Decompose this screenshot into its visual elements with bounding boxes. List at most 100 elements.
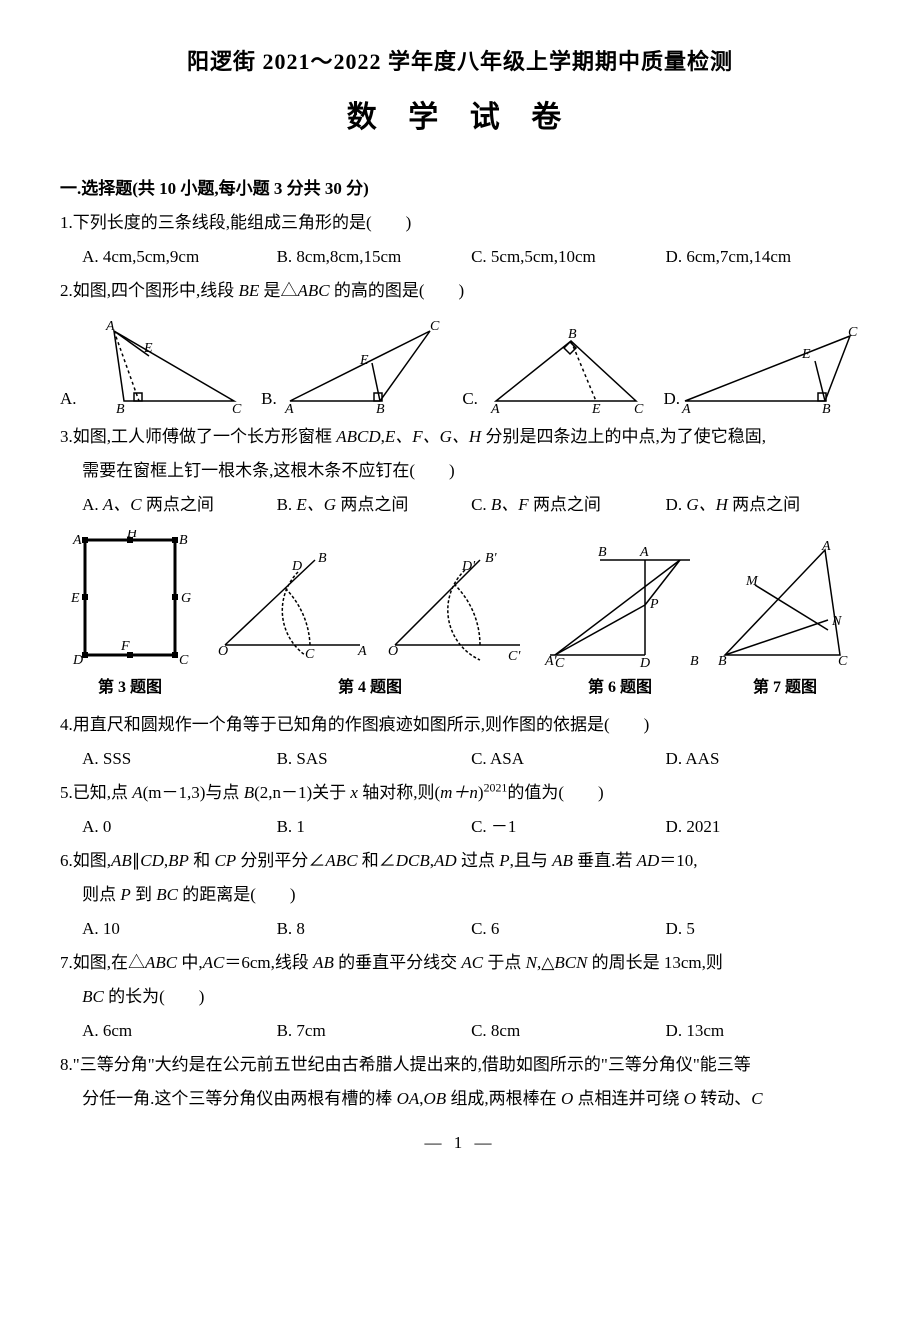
q5-exprB: (2,n－1) [254, 783, 312, 802]
question-6-text: 6.如图,AB∥CD,BP 和 CP 分别平分∠ABC 和∠DCB,AD 过点 … [60, 844, 860, 878]
fig6-caption: 第 6 题图 [540, 672, 700, 704]
exam-header-line1: 阳逻街 2021～2022 学年度八年级上学期期中质量检测 [60, 40, 860, 84]
q2-fig-b-icon: A B C E [280, 316, 450, 416]
q8-o: O [561, 1089, 573, 1108]
svg-text:C: C [179, 653, 189, 668]
q7-p4: 的垂直平分线交 [334, 953, 462, 972]
q5-m2: 关于 [312, 783, 350, 802]
svg-text:E: E [801, 347, 811, 362]
svg-text:D': D' [461, 559, 476, 574]
question-5: 5.已知,点 A(m－1,3)与点 B(2,n－1)关于 x 轴对称,则(m＋n… [60, 776, 860, 844]
q6-ad2: AD [637, 851, 660, 870]
q6-l2s: 的距离是( ) [178, 885, 296, 904]
q3-choice-d: D. G、H 两点之间 [666, 488, 860, 522]
svg-text:A: A [681, 402, 691, 416]
fig3-icon: A H B E G D F C [65, 530, 195, 670]
q6-bc: BC [156, 885, 178, 904]
q6-l2p: 则点 [82, 885, 120, 904]
q6-cd: CD [140, 851, 164, 870]
question-8-line1: 8."三等分角"大约是在公元前五世纪由古希腊人提出来的,借助如图所示的"三等分角… [60, 1048, 860, 1082]
q6-ab2: AB [552, 851, 573, 870]
svg-text:C: C [555, 656, 565, 670]
svg-text:B: B [318, 551, 327, 566]
fig7-caption: 第 7 题图 [710, 672, 860, 704]
svg-text:F: F [120, 639, 130, 654]
fig7-icon: A B C M N [710, 540, 860, 670]
q5-choice-d: D. 2021 [666, 810, 860, 844]
svg-text:B: B [179, 533, 188, 548]
q6-choice-a: A. 10 [82, 912, 276, 946]
svg-text:E: E [70, 591, 80, 606]
q2-fig-a-icon: A E B C [84, 316, 244, 416]
q3a-pre: A. [82, 495, 103, 514]
q7-bcn: BCN [554, 953, 587, 972]
q1-choice-a: A. 4cm,5cm,9cm [82, 240, 276, 274]
q1-choice-d: D. 6cm,7cm,14cm [666, 240, 860, 274]
fig4-wrap: O A C D B O C' D' B' 第 4 题图 [210, 540, 530, 704]
q3d-pre: D. [666, 495, 687, 514]
svg-text:A: A [105, 319, 115, 334]
svg-text:B': B' [485, 551, 498, 566]
q5-t1: 5.已知,点 [60, 783, 132, 802]
svg-text:C': C' [508, 649, 521, 664]
q5-suf: 的值为( ) [507, 783, 603, 802]
q7-choice-d: D. 13cm [666, 1014, 860, 1048]
q2-figure-row: A. A E B C B. A B C E [60, 316, 860, 416]
svg-text:B: B [376, 402, 385, 416]
q5-choice-a: A. 0 [82, 810, 276, 844]
q6-ang2: DCB [396, 851, 430, 870]
fig6-wrap: A' C D B B A P 第 6 题图 [540, 540, 700, 704]
question-7-text: 7.如图,在△ABC 中,AC＝6cm,线段 AB 的垂直平分线交 AC 于点 … [60, 946, 860, 980]
q7-abc: ABC [145, 953, 177, 972]
svg-text:G: G [181, 591, 191, 606]
q2-t2: 是△ [259, 281, 297, 300]
q6-bp: BP [168, 851, 189, 870]
q3c-pts: B、F [491, 495, 529, 514]
q2-label-a: A. [60, 382, 77, 416]
q5-exprA: (m－1,3) [143, 783, 206, 802]
question-1-text: 1.下列长度的三条线段,能组成三角形的是( ) [60, 206, 860, 240]
q5-choice-b: B. 1 [277, 810, 471, 844]
q6-ad: AD [434, 851, 457, 870]
question-8-line2: 分任一角.这个三等分角仪由两根有槽的棒 OA,OB 组成,两根棒在 O 点相连并… [60, 1082, 860, 1116]
q6-pp: P [120, 885, 130, 904]
q3-efgh: E、F、G、H [385, 427, 481, 446]
question-3-choices: A. A、C 两点之间 B. E、G 两点之间 C. B、F 两点之间 D. G… [60, 488, 860, 522]
section-1-header: 一.选择题(共 10 小题,每小题 3 分共 30 分) [60, 172, 860, 206]
q5-m1: 与点 [205, 783, 243, 802]
q2-t3: 的高的图是( ) [330, 281, 465, 300]
svg-text:B: B [568, 327, 577, 342]
fig7-wrap: A B C M N 第 7 题图 [710, 540, 860, 704]
fig6-icon: A' C D B B A P [540, 540, 700, 670]
q7-choice-a: A. 6cm [82, 1014, 276, 1048]
fig-row-3-4-6-7: A H B E G D F C 第 3 题图 O A C D B [60, 530, 860, 704]
q8-l2s: 转动、 [696, 1089, 751, 1108]
svg-text:A: A [357, 644, 367, 659]
q8-l2m2: 点相连并可绕 [573, 1089, 684, 1108]
question-3-text: 3.如图,工人师傅做了一个长方形窗框 ABCD,E、F、G、H 分别是四条边上的… [60, 420, 860, 454]
q7-p7: 的周长是 13cm,则 [587, 953, 723, 972]
question-3-line2: 需要在窗框上钉一根木条,这根木条不应钉在( ) [60, 454, 860, 488]
q1-choice-c: C. 5cm,5cm,10cm [471, 240, 665, 274]
svg-text:C: C [848, 326, 858, 340]
question-6: 6.如图,AB∥CD,BP 和 CP 分别平分∠ABC 和∠DCB,AD 过点 … [60, 844, 860, 946]
q6-eq: ＝10, [659, 851, 697, 870]
question-1-choices: A. 4cm,5cm,9cm B. 8cm,8cm,15cm C. 5cm,5c… [60, 240, 860, 274]
q4-choice-d: D. AAS [666, 742, 860, 776]
fig3-wrap: A H B E G D F C 第 3 题图 [60, 530, 200, 704]
q6-and2: 和∠ [358, 851, 396, 870]
svg-text:B: B [690, 654, 699, 669]
svg-text:A: A [490, 402, 500, 416]
q7-ac: AC [203, 953, 225, 972]
q4-choice-a: A. SSS [82, 742, 276, 776]
q6-choice-c: C. 6 [471, 912, 665, 946]
question-5-text: 5.已知,点 A(m－1,3)与点 B(2,n－1)关于 x 轴对称,则(m＋n… [60, 776, 860, 810]
question-6-line2: 则点 P 到 BC 的距离是( ) [60, 878, 860, 912]
q3a-post: 两点之间 [142, 495, 214, 514]
q2-fig-d-wrap: D. A B C E [663, 326, 860, 416]
q2-fig-c-icon: A B C E [486, 326, 646, 416]
svg-text:B: B [822, 402, 831, 416]
q2-fig-a-wrap: A. A E B C [60, 316, 251, 416]
q3b-pre: B. [277, 495, 297, 514]
q4-choice-b: B. SAS [277, 742, 471, 776]
